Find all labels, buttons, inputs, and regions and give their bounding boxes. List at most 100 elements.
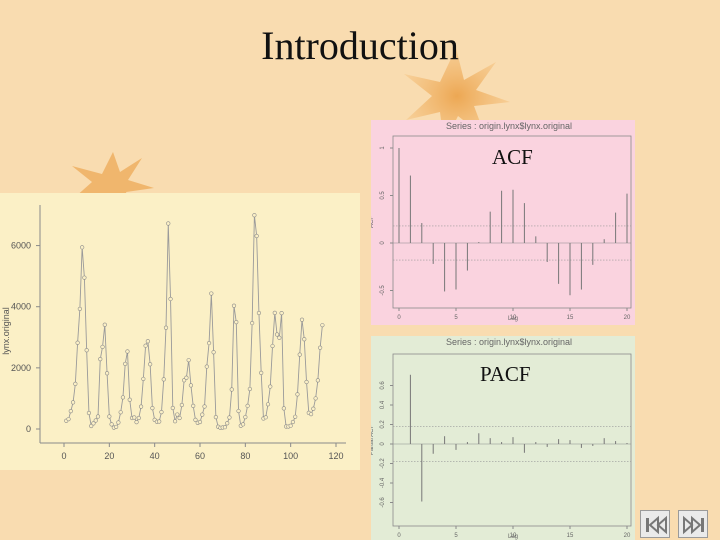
data-point: [175, 412, 180, 417]
x-tick-label: 60: [195, 451, 205, 461]
pacf-plot: Series : origin.lynx$lynx.original -0.6 -0…: [371, 336, 635, 540]
data-point: [315, 378, 320, 383]
y-tick-label: 0: [26, 424, 31, 434]
data-point: [136, 415, 141, 421]
data-point: [243, 415, 248, 420]
data-point: [118, 410, 123, 415]
data-point: [125, 349, 130, 354]
data-point: [163, 325, 169, 330]
y-tick-label: 2000: [11, 363, 31, 373]
data-point: [157, 419, 162, 424]
data-point: [109, 422, 114, 427]
x-tick-label: 100: [283, 451, 298, 461]
data-point: [132, 415, 137, 420]
data-point: [150, 405, 155, 411]
data-point: [100, 344, 105, 350]
next-slide-button[interactable]: [678, 510, 708, 538]
y-tick-label: -0.4: [380, 477, 386, 488]
chart-title: Series : origin.lynx$lynx.original: [446, 121, 572, 131]
data-point: [186, 358, 191, 363]
x-tick-label: 80: [240, 451, 250, 461]
data-point: [311, 406, 316, 411]
data-point: [84, 348, 89, 353]
x-tick-label: 40: [150, 451, 160, 461]
y-axis-label: lynx.original: [1, 307, 11, 355]
data-point: [295, 392, 300, 397]
data-point: [254, 233, 259, 239]
data-point: [318, 345, 323, 350]
data-point: [302, 337, 307, 342]
data-point: [159, 410, 164, 415]
data-point: [274, 332, 280, 337]
data-point: [259, 370, 264, 375]
x-tick-label: 15: [567, 315, 574, 321]
data-point: [270, 343, 275, 349]
pacf-chart: Series : origin.lynx$lynx.original -0.6 -0…: [371, 337, 632, 540]
skip-forward-icon: [683, 515, 704, 535]
data-point: [222, 425, 228, 430]
y-axis-label: ACF: [371, 216, 375, 228]
data-point: [290, 419, 296, 425]
data-point: [114, 424, 119, 430]
data-point: [231, 303, 237, 308]
data-point: [172, 419, 178, 424]
data-point: [127, 397, 132, 402]
data-point: [252, 213, 257, 218]
data-point: [256, 310, 262, 316]
data-point: [107, 414, 112, 419]
data-point: [293, 414, 298, 419]
plot-frame: [392, 353, 632, 527]
y-tick-label: -0.6: [380, 497, 386, 508]
data-point: [134, 420, 139, 425]
data-point: [93, 418, 98, 423]
x-tick-label: 10: [510, 315, 517, 321]
data-point: [82, 275, 87, 280]
data-point: [182, 378, 187, 383]
data-point: [234, 320, 239, 325]
data-point: [141, 376, 146, 382]
data-point: [98, 357, 103, 362]
data-point: [145, 339, 150, 344]
data-point: [211, 350, 216, 355]
data-point: [245, 403, 250, 408]
y-tick-label: 6000: [11, 241, 31, 251]
x-tick-label: 20: [624, 533, 631, 539]
data-point: [179, 402, 184, 408]
x-tick-label: 15: [567, 533, 574, 539]
x-tick-label: 20: [624, 315, 631, 321]
data-point: [265, 402, 271, 407]
data-point: [227, 415, 232, 420]
data-point: [200, 412, 205, 417]
data-point: [80, 245, 85, 250]
x-tick-label: 5: [454, 533, 458, 539]
data-point: [148, 362, 153, 367]
data-point: [120, 395, 126, 400]
data-point: [161, 377, 166, 382]
data-point: [209, 291, 214, 296]
data-point: [263, 415, 268, 420]
data-point: [206, 340, 212, 346]
data-point: [104, 371, 110, 376]
data-point: [320, 323, 325, 328]
data-point: [89, 423, 94, 429]
previous-slide-button[interactable]: [640, 510, 670, 538]
data-point: [272, 310, 277, 315]
y-tick-label: 1: [380, 146, 386, 150]
data-point: [240, 422, 246, 427]
data-point: [68, 409, 73, 414]
series-line: [66, 215, 323, 429]
acf-chart: Series : origin.lynx$lynx.original -0.5 0 0…: [371, 121, 632, 322]
x-axis-label: Lag: [508, 316, 518, 322]
data-point: [86, 410, 92, 416]
data-point: [75, 340, 80, 345]
data-point: [288, 423, 293, 428]
x-tick-label: 0: [397, 533, 401, 539]
data-point: [143, 343, 148, 348]
data-point: [166, 221, 171, 226]
data-point: [225, 421, 230, 426]
data-point: [299, 317, 305, 322]
time-series-plot: 0 20 40 60 80 100 120 0 2000 4000 6000 lynx.origina…: [0, 193, 360, 470]
data-point: [268, 384, 273, 389]
pacf-label: PACF: [480, 362, 531, 386]
y-axis-label: Partial ACF: [371, 424, 375, 455]
